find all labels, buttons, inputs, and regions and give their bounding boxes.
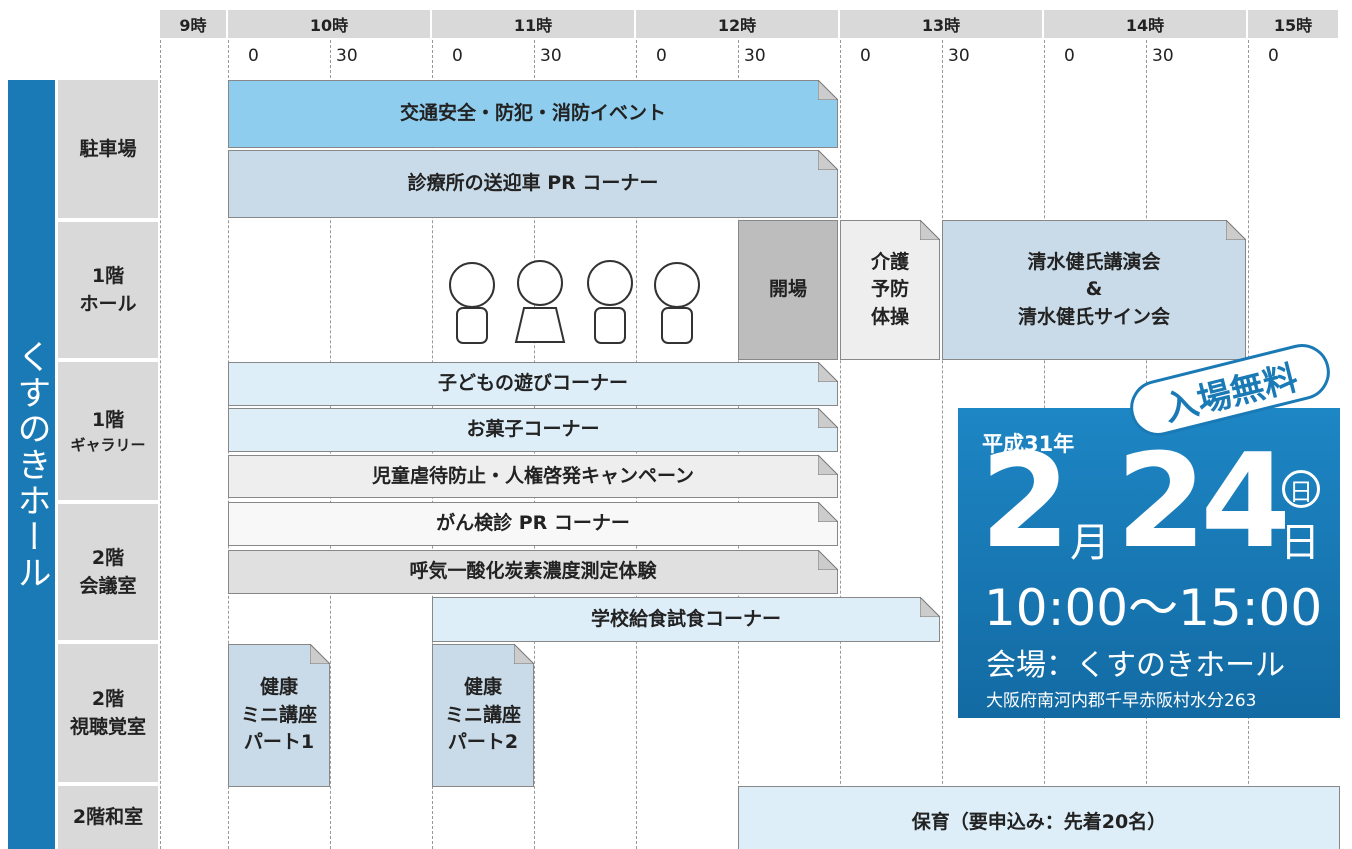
children-illustration [449,260,700,344]
minute-label: 30 [1152,46,1174,66]
folded-corner [818,502,838,522]
hour-label: 9時 [160,10,226,38]
room-line: 2階和室 [72,806,144,829]
minute-label: 30 [744,46,766,66]
event-block: 学校給食試食コーナー [432,597,940,642]
event-text: 児童虐待防止・人権啓発キャンペーン [371,464,695,487]
folded-corner [818,150,838,170]
minute-label: 0 [1268,46,1279,66]
month-unit: 月 [1070,520,1110,566]
event-text: 保育（要申込み：先着20名） [911,811,1167,834]
event-block: 健康ミニ講座パート1 [228,644,330,787]
event-text: パート2 [447,731,519,754]
minute-label: 30 [540,46,562,66]
room-line: 駐車場 [79,137,137,160]
info-box: 平成31年 2 月 24 日 日 10:00〜15:00 会場：くすのきホール … [958,408,1340,718]
room-line: 1階 [91,408,125,431]
minute-label: 0 [248,46,259,66]
hour-label: 11時 [432,10,634,38]
event-text: お菓子コーナー [466,418,600,441]
event-text: 呼気一酸化炭素濃度測定体験 [409,560,657,583]
room-label: 2階視聴覚室 [58,644,158,782]
event-text: 交通安全・防犯・消防イベント [399,102,666,125]
weekday: 日 [1282,470,1320,508]
event-text: 清水健氏講演会 [1027,250,1161,273]
event-text: パート1 [243,731,315,754]
folded-corner [818,408,838,428]
address: 大阪府南河内郡千早赤阪村水分263 [986,691,1257,711]
event-block: 健康ミニ講座パート2 [432,644,534,787]
folded-corner [514,644,534,664]
minute-label: 0 [860,46,871,66]
room-line: 2階 [91,687,125,710]
hour-label: 15時 [1248,10,1338,38]
event-text: 子どもの遊びコーナー [437,372,628,395]
room-label: 2階和室 [58,786,158,849]
minute-label: 0 [452,46,463,66]
room-line: 2階 [91,546,125,569]
event-text: ミニ講座 [444,703,521,726]
grid-line [160,40,161,849]
folded-corner [818,80,838,100]
event-block: 開場 [738,220,838,360]
event-block: 交通安全・防犯・消防イベント [228,80,838,148]
folded-corner [310,644,330,664]
folded-corner [818,362,838,382]
venue-text: 会場：くすのきホール [986,648,1286,683]
minute-label: 0 [1064,46,1075,66]
event-text: がん検診 PR コーナー [436,512,630,535]
event-text: 予防 [870,278,909,301]
room-line: ホール [79,293,137,315]
grid-line [840,40,841,849]
folded-corner [920,220,940,240]
event-text: 介護 [870,250,909,273]
event-text: 健康 [463,676,502,699]
event-block: 子どもの遊びコーナー [228,362,838,406]
venue-label: くすのきホール [11,338,51,591]
event-block: がん検診 PR コーナー [228,502,838,546]
event-text: 学校給食試食コーナー [590,607,781,630]
minute-label: 30 [948,46,970,66]
room-label: 2階会議室 [58,504,158,640]
folded-corner [1226,220,1246,240]
hour-label: 14時 [1044,10,1246,38]
folded-corner [818,550,838,570]
event-block: お菓子コーナー [228,408,838,452]
event-text: 清水健氏サイン会 [1017,305,1170,328]
day-unit: 日 [1280,520,1320,566]
hour-label: 10時 [228,10,430,38]
venue-bar: くすのきホール [8,80,55,849]
day: 24 [1116,425,1291,577]
room-label: 1階ホール [58,222,158,358]
era: 平成31年 [982,432,1075,456]
event-text: ミニ講座 [240,703,317,726]
folded-corner [920,597,940,617]
minute-label: 0 [656,46,667,66]
event-block: 保育（要申込み：先着20名） [738,786,1340,849]
event-text: & [1085,278,1103,301]
room-line: 視聴覚室 [69,716,146,738]
room-line: ギャラリー [70,436,146,454]
event-text: 健康 [259,676,298,699]
hours: 10:00〜15:00 [984,579,1323,637]
room-label: 1階ギャラリー [58,362,158,500]
room-line: 1階 [91,264,125,287]
event-block: 診療所の送迎車 PR コーナー [228,150,838,218]
hour-label: 12時 [636,10,838,38]
event-block: 児童虐待防止・人権啓発キャンペーン [228,455,838,498]
month: 2 [980,425,1071,577]
event-block: 清水健氏講演会 & 清水健氏サイン会 [942,220,1246,360]
grid-line [942,40,943,849]
room-label: 駐車場 [58,80,158,218]
minute-label: 30 [336,46,358,66]
room-line: 会議室 [79,575,137,597]
event-text: 診療所の送迎車 PR コーナー [407,172,659,195]
event-text: 体操 [870,305,909,328]
event-text: 開場 [768,278,807,301]
event-block: 呼気一酸化炭素濃度測定体験 [228,550,838,594]
hour-label: 13時 [840,10,1042,38]
folded-corner [818,455,838,475]
event-block: 介護 予防 体操 [840,220,940,360]
